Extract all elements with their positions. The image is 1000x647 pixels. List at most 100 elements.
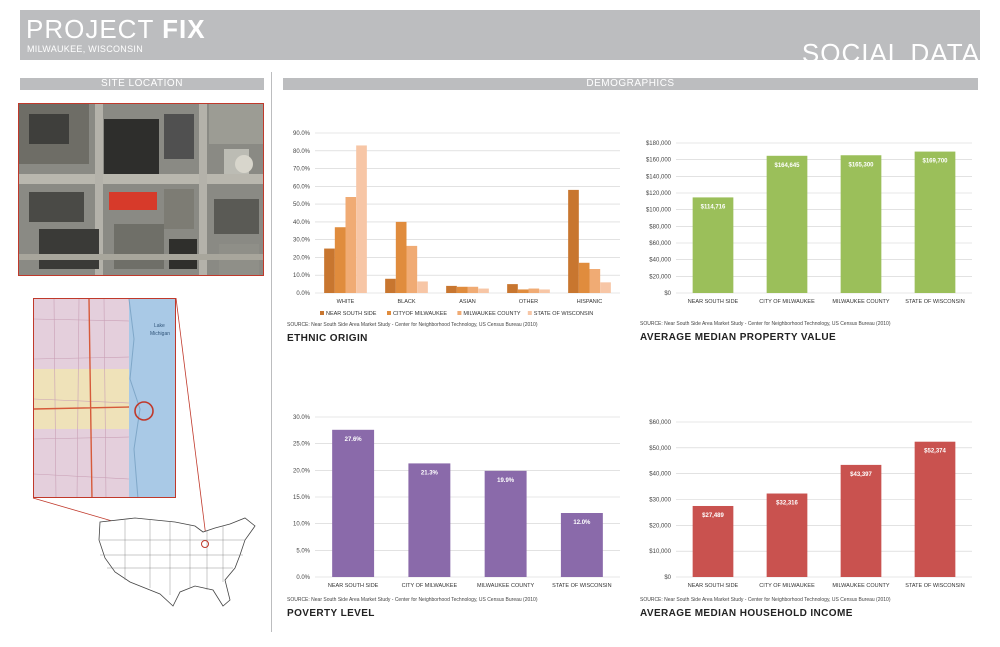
ethnic-origin-plot: 0.0% 10.0% 20.0% 30.0% 40.0% 50.0% 60.0% 70.0% 8… <box>293 131 620 317</box>
data-label: 27.6% <box>345 437 363 443</box>
bar <box>560 513 603 577</box>
bar <box>446 285 457 293</box>
y-tick-label: $60,000 <box>649 241 671 247</box>
data-label: $165,300 <box>848 162 874 168</box>
property-source: SOURCE: Near South Side Area Market Stud… <box>640 321 891 327</box>
legend-label: NEAR SOUTH SIDE <box>326 311 377 317</box>
y-tick-label: 90.0% <box>293 131 311 137</box>
bar <box>840 155 882 293</box>
x-tick-label: CITY OF MILWAUKEE <box>759 299 815 305</box>
x-tick-label: CITY OF MILWAUKEE <box>402 583 458 589</box>
poverty-title: POVERTY LEVEL <box>287 608 375 619</box>
x-tick-label: MILWAUKEE COUNTY <box>832 583 889 589</box>
site-location-heading: SITE LOCATION <box>20 78 264 90</box>
y-tick-label: 20.0% <box>293 468 311 474</box>
bar <box>914 441 956 577</box>
bar <box>539 289 550 293</box>
y-tick-label: 40.0% <box>293 220 311 226</box>
bar <box>600 282 611 293</box>
regional-map: Lake Michigan <box>33 298 176 498</box>
data-label: $114,716 <box>701 204 726 210</box>
x-tick-label: MILWAUKEE COUNTY <box>477 583 534 589</box>
bar <box>406 245 418 293</box>
bar <box>914 151 956 293</box>
demographics-heading: DEMOGRAPHICS <box>283 78 978 90</box>
y-tick-label: 30.0% <box>293 238 311 244</box>
x-tick-label: NEAR SOUTH SIDE <box>328 583 379 589</box>
y-tick-label: 25.0% <box>293 442 311 448</box>
legend-label: MILWAUKEE COUNTY <box>463 311 520 317</box>
bar <box>478 288 489 293</box>
section-title: SOCIAL DATA <box>801 38 980 68</box>
bar <box>766 155 808 293</box>
data-label: $43,397 <box>850 472 872 478</box>
legend-swatch <box>457 311 462 315</box>
y-tick-label: $0 <box>664 291 671 297</box>
property-value-chart: $0 $20,000 $40,000 $60,000 $80,000 $100,000 $1… <box>636 135 981 345</box>
bar <box>840 464 882 577</box>
data-label: 21.3% <box>421 470 439 476</box>
x-tick-label: STATE OF WISCONSIN <box>905 299 964 305</box>
bar <box>324 248 335 293</box>
y-tick-label: $140,000 <box>646 174 672 180</box>
y-tick-label: $80,000 <box>649 224 671 230</box>
income-source: SOURCE: Near South Side Area Market Stud… <box>640 597 891 603</box>
lake-label: Lake <box>154 323 165 329</box>
bar <box>578 262 590 293</box>
bar <box>528 288 540 293</box>
x-tick-label: WHITE <box>337 299 355 305</box>
bar <box>484 470 527 577</box>
y-tick-label: 5.0% <box>296 548 310 554</box>
y-tick-label: 10.0% <box>293 522 311 528</box>
data-label: 12.0% <box>573 520 591 526</box>
poverty-chart: 0.0% 5.0% 10.0% 15.0% 20.0% 25.0% 30.0% 27.6% NE… <box>283 410 628 625</box>
bar <box>589 269 601 293</box>
x-tick-label: STATE OF WISCONSIN <box>905 583 964 589</box>
y-tick-label: $100,000 <box>646 208 672 214</box>
bar <box>356 145 367 293</box>
y-tick-label: 70.0% <box>293 167 311 173</box>
y-tick-label: $60,000 <box>649 420 671 426</box>
income-chart: $0 $10,000 $20,000 $30,000 $40,000 $50,000 $60… <box>636 415 981 625</box>
bar <box>408 463 451 577</box>
y-tick-label: $40,000 <box>649 472 671 478</box>
bar <box>467 286 479 293</box>
poverty-plot: 0.0% 5.0% 10.0% 15.0% 20.0% 25.0% 30.0% 27.6% NE… <box>293 415 620 589</box>
project-title: PROJECT FIX <box>26 14 206 45</box>
us-map <box>95 510 259 612</box>
column-divider <box>271 72 272 632</box>
bar <box>395 221 407 293</box>
y-tick-label: $160,000 <box>646 158 672 164</box>
data-label: $27,489 <box>702 513 724 519</box>
x-tick-label: ASIAN <box>459 299 476 305</box>
bar <box>334 227 346 293</box>
bar <box>517 289 529 293</box>
bar <box>568 189 579 293</box>
data-label: 19.9% <box>497 478 515 484</box>
lake-label-2: Michigan <box>150 331 170 337</box>
bar <box>766 493 808 577</box>
legend-label: STATE OF WISCONSIN <box>534 311 593 317</box>
y-tick-label: 80.0% <box>293 149 311 155</box>
bar <box>456 286 468 293</box>
property-title: AVERAGE MEDIAN PROPERTY VALUE <box>640 332 837 343</box>
data-label: $32,316 <box>776 501 798 507</box>
legend-swatch <box>320 311 324 315</box>
y-tick-label: $30,000 <box>649 498 671 504</box>
y-tick-label: 0.0% <box>296 575 310 581</box>
y-tick-label: $40,000 <box>649 258 671 264</box>
y-tick-label: 50.0% <box>293 202 311 208</box>
y-tick-label: 20.0% <box>293 255 311 261</box>
y-tick-label: 0.0% <box>296 291 310 297</box>
bar <box>692 505 734 577</box>
y-tick-label: $20,000 <box>649 523 671 529</box>
aerial-photo <box>18 103 264 276</box>
income-title: AVERAGE MEDIAN HOUSEHOLD INCOME <box>640 608 853 619</box>
legend-label: CITYOF MILWAUKEE <box>393 311 447 317</box>
y-tick-label: $20,000 <box>649 274 671 280</box>
y-tick-label: $120,000 <box>646 191 672 197</box>
ethnic-origin-chart: 0.0% 10.0% 20.0% 30.0% 40.0% 50.0% 60.0% 70.0% 8… <box>283 125 628 345</box>
data-label: $164,645 <box>774 163 800 169</box>
y-tick-label: 10.0% <box>293 273 311 279</box>
ethnic-title: ETHNIC ORIGIN <box>287 333 368 344</box>
